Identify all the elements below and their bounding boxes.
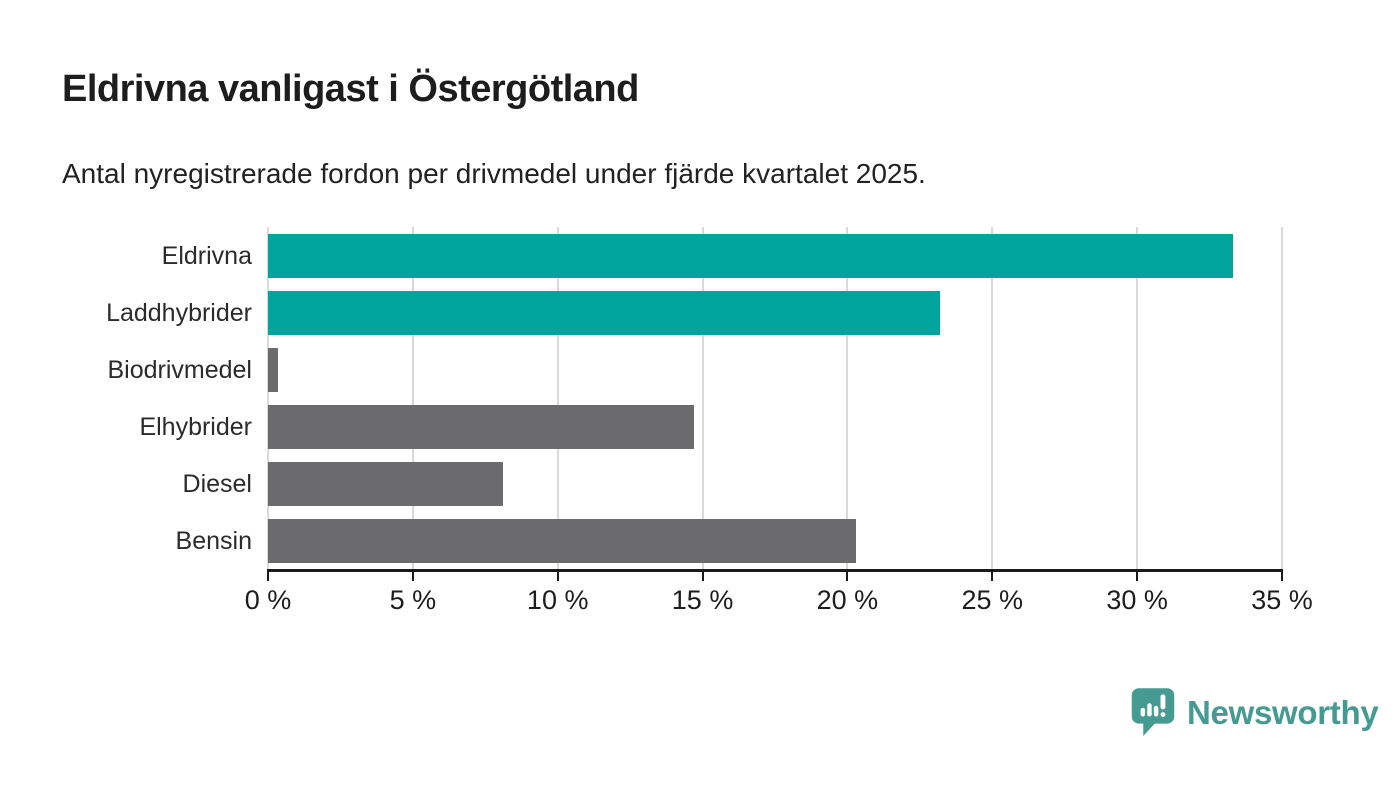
- x-gridline: [1281, 227, 1283, 569]
- x-axis-tick: [267, 572, 269, 581]
- x-axis-tick-label: 25 %: [961, 585, 1024, 615]
- bar-bensin: [268, 519, 857, 563]
- bar-eldrivna: [268, 234, 1233, 278]
- x-axis-tick: [1281, 572, 1283, 581]
- x-axis-tick-label: 15 %: [671, 585, 734, 615]
- newsworthy-logo: Newsworthy: [1130, 686, 1379, 740]
- bar-laddhybrider: [268, 291, 941, 335]
- x-gridline: [701, 227, 704, 569]
- x-gridline: [267, 227, 269, 569]
- category-label: Laddhybrider: [106, 299, 252, 327]
- x-axis-line: [267, 569, 1283, 572]
- x-axis-tick-label: 35 %: [1251, 585, 1313, 615]
- chart-title: Eldrivna vanligast i Östergötland: [62, 68, 639, 110]
- newsworthy-bubble-chart-icon: [1131, 688, 1175, 736]
- category-label: Elhybrider: [139, 413, 252, 441]
- bar-chart: 0 % 5 % 10 % 15 % 20 % 25 % 30 % 35 % Eldrivna La…: [0, 225, 1400, 655]
- x-axis-tick-label: 5 %: [389, 585, 437, 615]
- x-axis-tick-label: 0 %: [244, 585, 292, 615]
- bar-diesel: [268, 462, 503, 506]
- category-label: Bensin: [175, 527, 252, 555]
- x-axis-tick-label: 10 %: [526, 585, 589, 615]
- category-label: Biodrivmedel: [107, 356, 252, 384]
- x-axis-tick: [411, 572, 414, 581]
- x-axis-tick: [991, 572, 994, 581]
- x-gridline: [556, 227, 559, 569]
- x-axis-tick: [701, 572, 704, 581]
- newsworthy-wordmark: Newsworthy: [1187, 694, 1379, 731]
- x-axis-tick-label: 20 %: [816, 585, 879, 615]
- x-axis-tick: [1136, 572, 1139, 581]
- x-axis-tick-label: 30 %: [1106, 585, 1168, 615]
- x-gridline: [411, 227, 414, 569]
- category-label: Diesel: [182, 470, 252, 498]
- category-label: Eldrivna: [161, 242, 252, 270]
- x-gridline: [991, 227, 994, 569]
- bar-biodrivmedel: [268, 348, 279, 392]
- x-axis-tick: [846, 572, 849, 581]
- x-gridline: [1136, 227, 1139, 569]
- x-axis-tick: [556, 572, 559, 581]
- chart-subtitle: Antal nyregistrerade fordon per drivmede…: [62, 158, 926, 189]
- bar-elhybrider: [268, 405, 694, 449]
- x-gridline: [846, 227, 849, 569]
